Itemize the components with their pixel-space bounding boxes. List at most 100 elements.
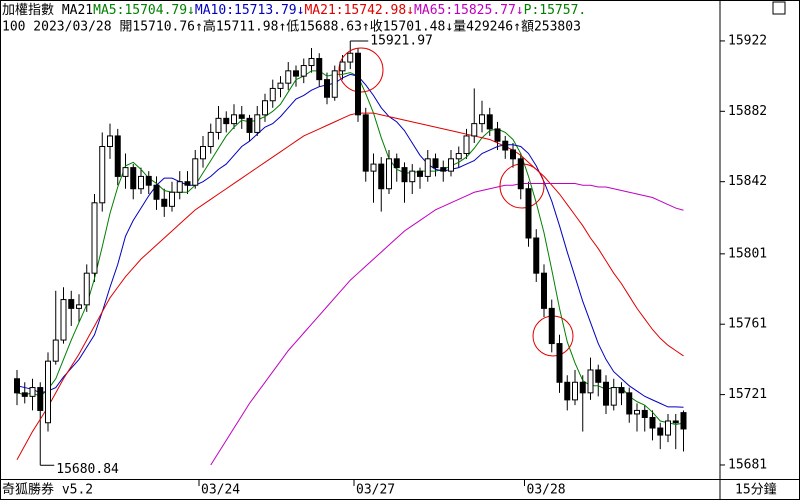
candle-body [401, 167, 408, 183]
candle-body [448, 158, 454, 172]
candle-body [107, 135, 113, 147]
candle-body [463, 135, 470, 155]
candle-body [114, 135, 121, 177]
candle-body [324, 79, 330, 98]
candle-body [176, 181, 183, 193]
candle-body [207, 131, 214, 148]
candle-body [76, 304, 82, 309]
candle-body [370, 163, 377, 172]
y-tick-label: 15882 [728, 104, 767, 119]
candle-body [269, 87, 276, 102]
candle-body [238, 114, 245, 119]
candle-body [672, 420, 679, 424]
ma-line [16, 73, 684, 408]
candle-body [223, 117, 230, 125]
candle-body [339, 61, 346, 72]
candle-body [610, 387, 617, 406]
candle-body [486, 114, 493, 130]
candle-body [455, 153, 462, 160]
candle-body [231, 114, 237, 125]
plot: 加權指數 MA21MA5:15704.79↓MA10:15713.79↓MA21… [2, 3, 684, 466]
candle-body [378, 163, 385, 190]
candle-body [277, 82, 284, 89]
candle-body [417, 170, 423, 177]
candle-body [432, 158, 439, 169]
candle-body [494, 128, 501, 142]
x-tick-label: 03/27 [356, 483, 395, 498]
candle-body [649, 416, 656, 429]
candle-body [556, 343, 563, 383]
candle-body [37, 387, 44, 411]
candle-body [665, 420, 671, 436]
candle-body [541, 272, 547, 309]
candle-body [60, 299, 67, 341]
candle-body [99, 146, 106, 204]
y-tick-label: 15761 [728, 317, 767, 332]
candle-body [579, 381, 586, 394]
candle-body [440, 167, 447, 172]
candle-body [122, 167, 129, 177]
candle-body [29, 387, 36, 397]
period-label: 15分鐘 [735, 482, 777, 498]
candle-body [548, 307, 555, 345]
candle-body [21, 392, 28, 397]
candle-body [246, 117, 253, 133]
candle-body [572, 381, 578, 401]
y-tick-label: 15842 [728, 174, 767, 189]
candle-body [603, 381, 609, 406]
high-label: 15921.97 [370, 33, 433, 48]
header-item: MA10:15713.79↓ [195, 3, 305, 18]
candle-body [308, 58, 315, 67]
candle-body [618, 387, 625, 394]
header-item: MA65:15825.77↓ [414, 3, 524, 18]
candle-body [300, 65, 307, 77]
y-tick-label: 15922 [728, 33, 767, 48]
candle-body [200, 146, 206, 160]
window-button[interactable] [772, 1, 786, 15]
footer-label: 奇狐勝券 v5.2 [2, 482, 93, 498]
candle-body [626, 392, 633, 415]
y-tick-label: 15681 [728, 457, 767, 472]
x-tick-label: 03/28 [527, 483, 566, 498]
candle-body [91, 202, 98, 274]
candle-body [254, 114, 261, 133]
candle-body [215, 117, 222, 133]
candle-body [161, 198, 168, 207]
candle-body [510, 149, 516, 160]
candle-body [393, 158, 400, 169]
candle-body [14, 378, 20, 394]
candle-body [285, 70, 292, 84]
ma-line [16, 112, 684, 460]
candle-body [52, 339, 59, 362]
candle-body [564, 381, 571, 401]
header: 加權指數 MA21MA5:15704.79↓MA10:15713.79↓MA21… [2, 3, 586, 18]
low-label: 15680.84 [56, 462, 119, 477]
x-tick-label: 03/24 [201, 483, 240, 498]
candle-body [362, 114, 369, 172]
candle-body [386, 158, 392, 190]
candle-body [587, 369, 594, 394]
candle-body [138, 175, 144, 190]
candle-body [153, 184, 160, 200]
candle-body [471, 123, 478, 137]
candle-body [479, 114, 485, 125]
candle-body [145, 175, 152, 186]
candle-body [262, 100, 268, 116]
candle-body [347, 52, 354, 63]
candle-body [68, 299, 75, 309]
candle-body [634, 409, 640, 415]
header-item: 加權指數 MA21 [2, 3, 93, 18]
candle-body [169, 191, 175, 207]
ma-line [210, 182, 684, 466]
candle-body [192, 158, 199, 186]
header-item: MA21:15742.98↓ [304, 3, 414, 18]
candle-body [409, 170, 416, 183]
candle-body [641, 409, 648, 418]
y-tick-label: 15721 [728, 387, 767, 402]
candle-body [680, 412, 687, 430]
ma-line [16, 70, 684, 426]
candle-body [525, 188, 532, 239]
candle-body [293, 70, 299, 77]
